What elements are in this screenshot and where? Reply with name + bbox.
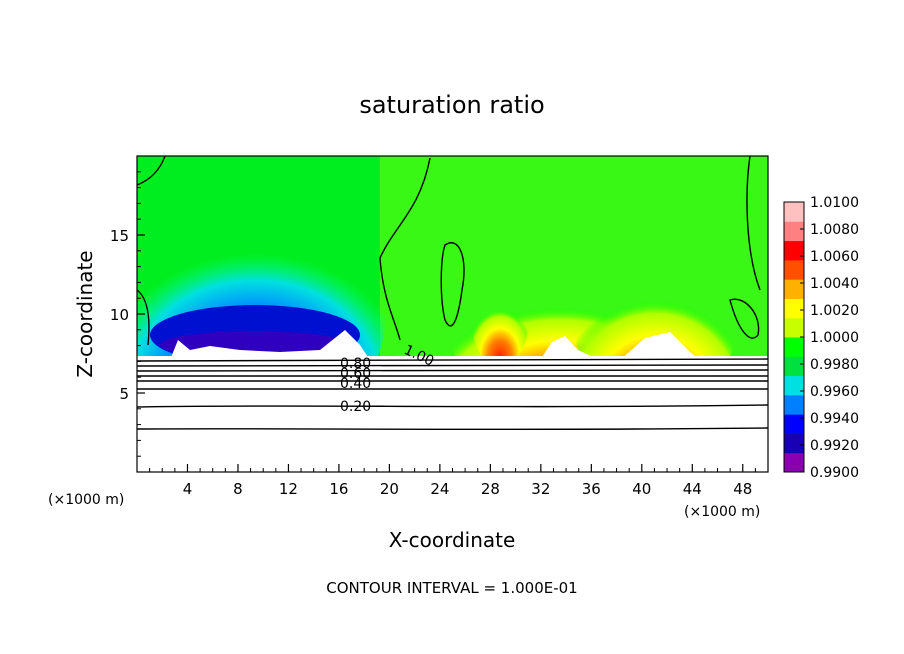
colorbar: 1.0100 1.0080 1.0060 1.0040 1.0020 1.0000 0.99… [783, 195, 859, 481]
x-axis: 4 8 12 16 20 24 28 32 36 40 44 48 [149, 464, 756, 498]
y-tick-label: 10 [110, 306, 129, 324]
x-tick-label: 48 [733, 480, 752, 498]
contour-interval-note: CONTOUR INTERVAL = 1.000E-01 [326, 579, 577, 597]
x-tick-label: 20 [380, 480, 399, 498]
x-tick-label: 12 [279, 480, 298, 498]
colorbar-swatch [784, 337, 804, 357]
x-axis-title: X-coordinate [389, 528, 516, 552]
y-axis-units: (×1000 m) [48, 492, 124, 508]
colorbar-swatch [784, 259, 804, 280]
colorbar-label: 0.9960 [810, 384, 859, 400]
chart-title: saturation ratio [359, 91, 544, 119]
contour-lines [136, 155, 769, 431]
x-tick-label: 16 [329, 480, 348, 498]
colorbar-swatch [784, 279, 804, 299]
x-tick-label: 40 [632, 480, 651, 498]
y-axis: 5 10 15 [110, 171, 145, 457]
colorbar-swatch [784, 240, 804, 261]
x-tick-label: 44 [683, 480, 702, 498]
y-tick-label: 5 [119, 385, 129, 403]
colorbar-label: 0.9940 [810, 411, 859, 427]
colorbar-swatch [784, 394, 804, 415]
colorbar-label: 1.0060 [810, 249, 859, 265]
colorbar-swatch [784, 298, 804, 319]
x-tick-label: 32 [531, 480, 550, 498]
heatmap-field [137, 156, 768, 472]
y-axis-title: Z-coordinate [73, 250, 97, 377]
contour-label: 0.60 [340, 366, 371, 382]
colorbar-label: 0.9980 [810, 357, 859, 373]
x-tick-label: 36 [582, 480, 601, 498]
colorbar-swatch [784, 452, 804, 473]
colorbar-swatch [784, 375, 804, 396]
colorbar-swatch [784, 433, 804, 454]
contour-label: 0.80 [340, 356, 371, 372]
colorbar-label: 1.0040 [810, 276, 859, 292]
colorbar-swatch [784, 317, 804, 338]
contour-label: 0.40 [340, 376, 371, 392]
x-axis-units: (×1000 m) [684, 504, 760, 520]
colorbar-swatch [784, 221, 804, 242]
y-tick-label: 15 [110, 227, 129, 245]
colorbar-label: 1.0020 [810, 303, 859, 319]
colorbar-label: 1.0000 [810, 330, 859, 346]
colorbar-label: 0.9920 [810, 438, 859, 454]
colorbar-label: 1.0080 [810, 222, 859, 238]
colorbar-swatch [784, 202, 804, 222]
contour-label: 0.20 [340, 399, 371, 415]
x-tick-label: 24 [430, 480, 449, 498]
colorbar-label: 0.9900 [810, 465, 859, 481]
colorbar-label: 1.0100 [810, 195, 859, 211]
x-tick-label: 4 [183, 480, 193, 498]
colorbar-swatch [784, 356, 804, 377]
x-tick-label: 8 [233, 480, 243, 498]
colorbar-swatch [784, 414, 804, 434]
x-tick-label: 28 [481, 480, 500, 498]
